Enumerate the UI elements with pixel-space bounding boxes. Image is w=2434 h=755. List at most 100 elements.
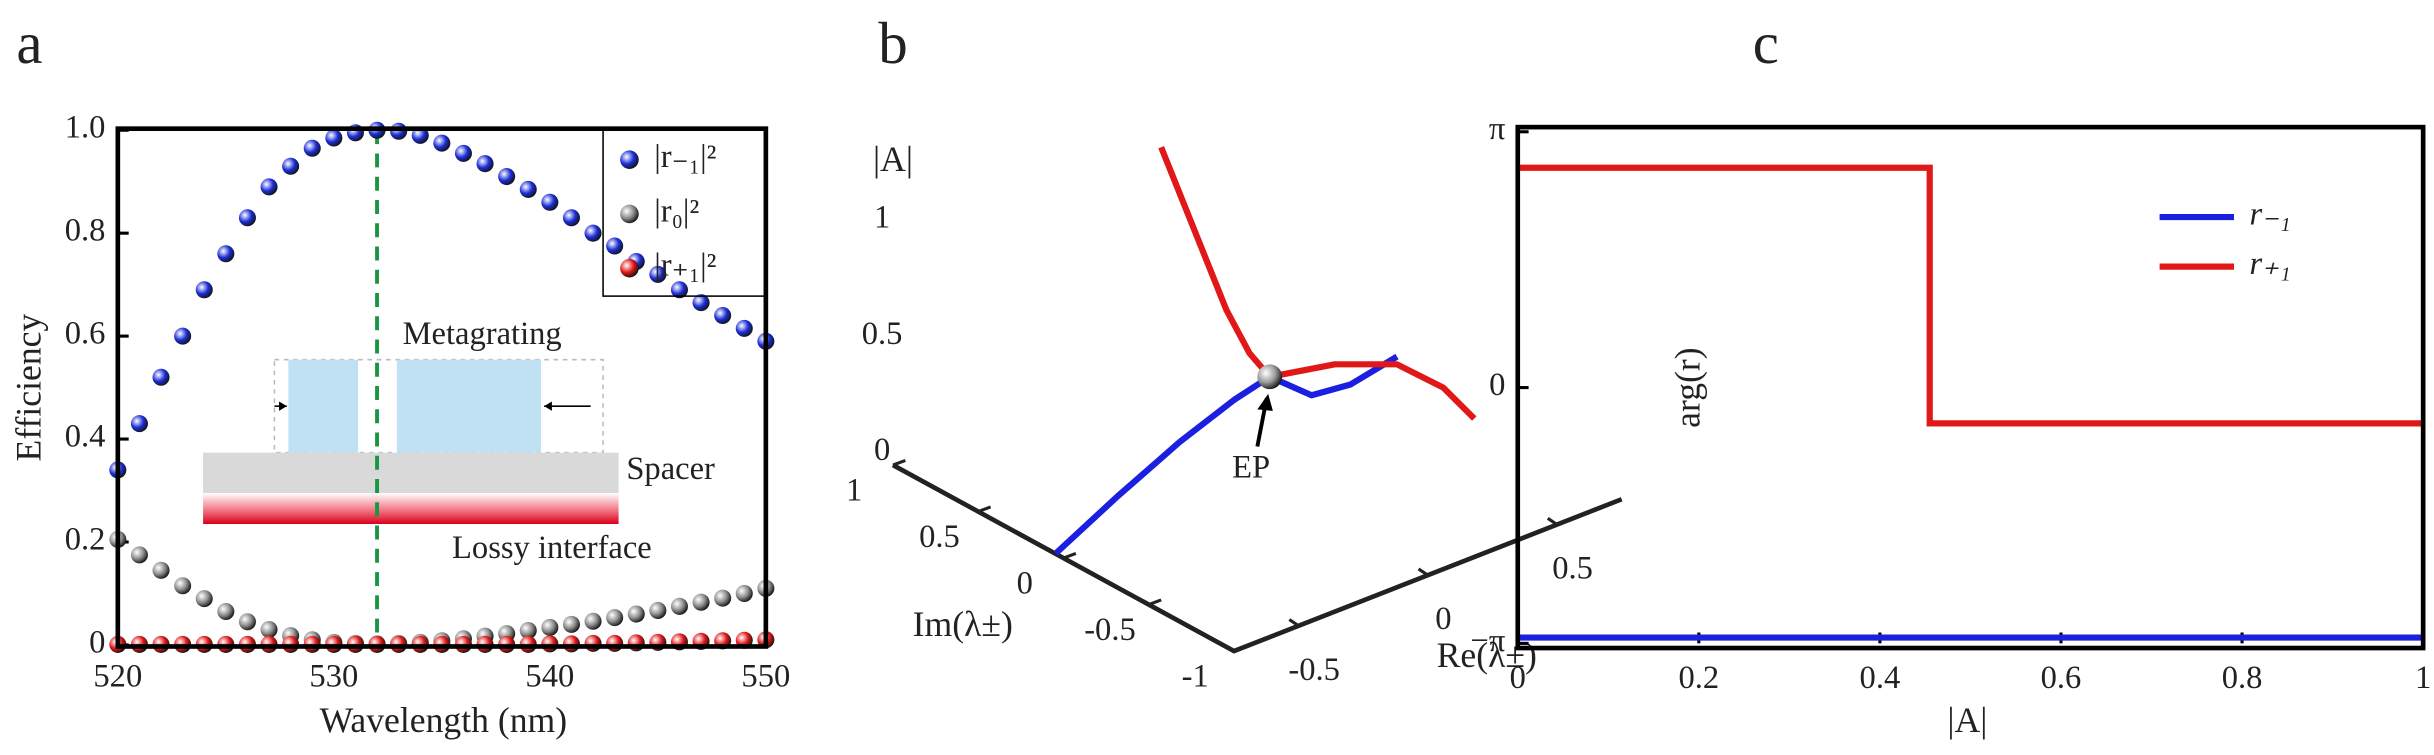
data-point [541, 618, 559, 636]
annotation: EP [1232, 449, 1270, 485]
y-tick [977, 505, 992, 514]
y-tick-label: 0 [1017, 565, 1033, 601]
line [1517, 164, 2424, 427]
inset [203, 358, 619, 525]
y-tick [1062, 551, 1077, 560]
data-point [562, 615, 580, 633]
x-axis-label: Re(λ±) [1437, 635, 1537, 675]
data-point [670, 281, 688, 299]
x-tick [1288, 618, 1300, 628]
data-point [130, 415, 148, 433]
panel-label: c [1753, 11, 1779, 76]
z-tick-label: 0.5 [862, 316, 903, 352]
data-point [174, 327, 192, 345]
data-point [714, 589, 732, 607]
data-point [606, 237, 624, 255]
annotation: Spacer [626, 451, 715, 487]
panel-label: b [878, 11, 907, 76]
legend-label: |r₋₁|² [654, 139, 716, 175]
curve [1158, 146, 1477, 421]
data-point [174, 577, 192, 595]
data-point [260, 178, 278, 196]
plot-frame [115, 126, 769, 649]
data-point [454, 144, 472, 162]
data-point [390, 122, 408, 140]
data-point [584, 634, 602, 652]
data-point [152, 561, 170, 579]
z-tick-label: 1 [874, 200, 890, 236]
y-tick-label: -1 [1182, 658, 1209, 694]
x-tick-label: 0 [1510, 660, 1526, 696]
x-tick-label: 0 [1435, 601, 1451, 637]
x-tick-label: 0.2 [1678, 660, 1719, 696]
data-point [303, 139, 321, 157]
data-point [606, 609, 624, 627]
y-tick-label: 0 [1489, 367, 1505, 403]
legend-label: r₊₁ [2250, 246, 2291, 282]
y-tick-label: 0 [89, 624, 105, 660]
y-tick-label: 0.5 [919, 519, 960, 555]
y-tick-label: −π [1471, 623, 1506, 659]
data-point [649, 601, 667, 619]
legend-label: |r₀|² [654, 193, 699, 229]
data-point [649, 265, 667, 283]
data-point [325, 129, 343, 147]
data-point [584, 612, 602, 630]
exceptional-point [1257, 364, 1283, 390]
x-tick-label: 0.5 [1552, 551, 1593, 587]
plot-frame [1515, 124, 2426, 651]
data-point [670, 597, 688, 615]
legend-label: r₋₁ [2250, 197, 2291, 233]
data-point [584, 224, 602, 242]
data-point [562, 209, 580, 227]
data-point [195, 281, 213, 299]
y-axis-label: arg(r) [1668, 347, 1708, 427]
annotation: Metagrating [403, 316, 562, 352]
data-point [152, 368, 170, 386]
x-axis-label: Wavelength (nm) [320, 700, 568, 740]
y-tick [892, 458, 906, 467]
x-axis-label: |A| [1947, 700, 1987, 740]
y-tick-label: π [1489, 111, 1505, 147]
x-tick-label: 530 [309, 659, 358, 695]
data-point [714, 306, 732, 325]
y-tick-label: 0.2 [65, 521, 106, 557]
y-tick-label: 1 [846, 472, 862, 508]
data-point [217, 602, 235, 620]
data-point [519, 621, 537, 640]
y-tick-label: -0.5 [1084, 612, 1136, 648]
data-point [217, 245, 235, 263]
legend-marker [620, 258, 639, 278]
data-point [519, 180, 537, 198]
x-tick [1417, 567, 1429, 577]
y-tick [1233, 644, 1247, 653]
data-point [562, 635, 580, 653]
data-point [627, 634, 645, 652]
data-point [606, 634, 624, 652]
x-tick-label: 520 [93, 659, 142, 695]
z-tick-label: 0 [874, 432, 890, 468]
y-axis-label: Efficiency [9, 314, 49, 462]
x-tick-label: 0.8 [2222, 660, 2263, 696]
data-point [735, 584, 753, 602]
data-point [130, 546, 148, 564]
data-point [692, 593, 710, 611]
data-point [627, 605, 645, 623]
y-tick [1148, 598, 1162, 607]
y-tick-label: 0.8 [65, 213, 106, 249]
data-point [260, 620, 278, 639]
z-axis-label: |A| [873, 139, 913, 179]
x-tick-label: 0.6 [2041, 660, 2082, 696]
x-tick-label: -0.5 [1288, 652, 1340, 688]
x-tick [1546, 517, 1558, 526]
data-point [238, 613, 256, 631]
x-tick-label: 540 [525, 659, 574, 695]
data-point [476, 155, 494, 173]
y-tick-label: 0.6 [65, 316, 106, 352]
legend-marker [620, 204, 639, 224]
annotation: Lossy interface [452, 530, 652, 566]
x-tick-label: 0.4 [1860, 660, 1901, 696]
data-point [541, 635, 559, 653]
